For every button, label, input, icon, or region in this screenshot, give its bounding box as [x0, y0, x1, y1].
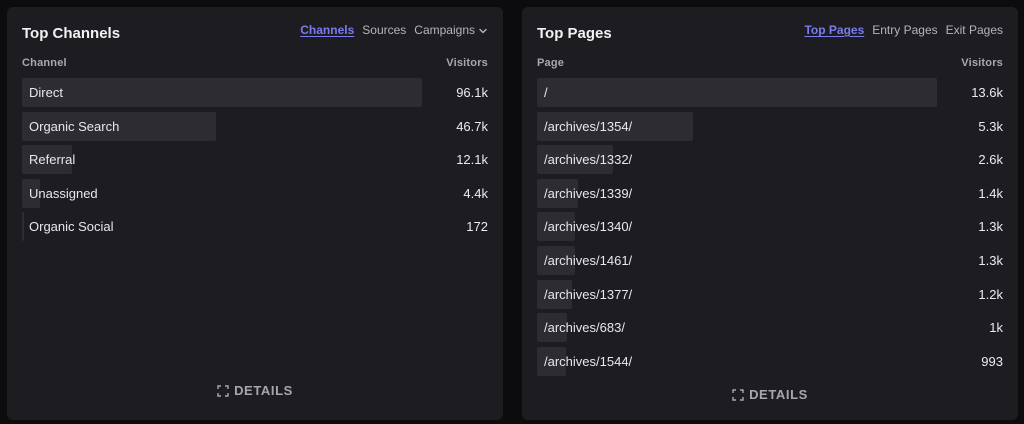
list-item[interactable]: Organic Social 172: [22, 212, 488, 242]
list-item[interactable]: /archives/683/1k: [537, 313, 1003, 343]
visitor-share-bar: [22, 145, 72, 175]
list-item[interactable]: /archives/1332/2.6k: [537, 145, 1003, 175]
row-visitors: 5.3k: [978, 118, 1003, 134]
row-visitors: 993: [981, 353, 1003, 369]
channels-list: Direct 96.1k Organic Search 46.7k Referral 12…: [22, 78, 488, 246]
row-visitors: 1.2k: [978, 286, 1003, 302]
row-visitors: 2.6k: [978, 152, 1003, 168]
visitor-share-bar: [537, 178, 578, 208]
visitor-share-bar: [537, 111, 693, 141]
visitor-share-bar: [22, 178, 40, 208]
list-item[interactable]: Organic Search 46.7k: [22, 111, 488, 141]
visitor-share-bar: [537, 279, 572, 309]
row-label: /archives/1461/: [544, 252, 633, 268]
visitor-share-bar: [537, 212, 575, 242]
tab-campaigns[interactable]: Campaigns: [414, 23, 488, 37]
expand-icon: [217, 384, 229, 397]
column-header-visitors: Visitors: [961, 57, 1003, 69]
row-visitors: 12.1k: [456, 152, 488, 168]
row-label: /archives/1544/: [544, 353, 633, 369]
tab-sources[interactable]: Sources: [362, 23, 407, 37]
details-button[interactable]: DETAILS: [7, 383, 503, 398]
visitor-share-bar: [537, 78, 937, 107]
details-button[interactable]: DETAILS: [522, 387, 1018, 402]
visitor-share-bar: [22, 78, 422, 107]
row-visitors: 46.7k: [456, 118, 488, 134]
details-label: DETAILS: [749, 387, 808, 402]
expand-icon: [732, 388, 744, 401]
list-item[interactable]: /archives/1339/1.4k: [537, 178, 1003, 208]
list-item[interactable]: /archives/1354/5.3k: [537, 111, 1003, 141]
top-pages-card: Top Pages Top Pages Entry Pages Exit Pag…: [522, 7, 1018, 420]
row-visitors: 1k: [989, 320, 1003, 336]
tab-entry-pages[interactable]: Entry Pages: [872, 23, 938, 37]
row-label: Referral: [29, 152, 76, 168]
row-label: Organic Social: [29, 219, 114, 235]
row-visitors: 172: [466, 219, 488, 235]
row-visitors: 1.3k: [978, 252, 1003, 268]
visitor-share-bar: [537, 346, 566, 376]
chevron-down-icon: [479, 28, 487, 34]
visitor-share-bar: [537, 145, 613, 175]
top-channels-card: Top Channels Channels Sources Campaigns …: [7, 7, 503, 420]
details-label: DETAILS: [234, 383, 293, 398]
column-header-channel: Channel: [22, 57, 67, 69]
channels-tabs: Channels Sources Campaigns: [300, 23, 488, 37]
row-label: /: [544, 85, 548, 100]
row-label: /archives/1332/: [544, 152, 633, 168]
list-item[interactable]: /archives/1544/993: [537, 346, 1003, 376]
row-visitors: 1.4k: [978, 185, 1003, 201]
tab-top-pages[interactable]: Top Pages: [804, 23, 865, 37]
row-label: /archives/1340/: [544, 219, 633, 235]
list-item[interactable]: /archives/1461/1.3k: [537, 245, 1003, 275]
pages-list: / 13.6k/archives/1354/5.3k/archives/1332/…: [537, 78, 1003, 380]
card-title: Top Channels: [22, 25, 121, 42]
row-label: /archives/1354/: [544, 118, 633, 134]
visitor-share-bar: [537, 245, 575, 275]
row-label: Organic Search: [29, 118, 120, 134]
visitor-share-bar: [22, 111, 216, 141]
row-label: /archives/683/: [544, 320, 625, 336]
row-label: /archives/1377/: [544, 286, 633, 302]
row-visitors: 1.3k: [978, 219, 1003, 235]
list-item[interactable]: Unassigned 4.4k: [22, 178, 488, 208]
row-label: Direct: [29, 85, 63, 100]
list-item[interactable]: Referral 12.1k: [22, 145, 488, 175]
row-label: Unassigned: [29, 185, 98, 201]
visitor-share-bar: [22, 212, 24, 242]
card-title: Top Pages: [537, 25, 612, 42]
tab-exit-pages[interactable]: Exit Pages: [945, 23, 1003, 37]
row-visitors: 13.6k: [971, 85, 1003, 100]
list-item[interactable]: / 13.6k: [537, 78, 1003, 107]
tab-channels[interactable]: Channels: [300, 23, 355, 37]
column-header-visitors: Visitors: [446, 57, 488, 69]
pages-tabs: Top Pages Entry Pages Exit Pages: [804, 23, 1003, 37]
row-visitors: 4.4k: [463, 185, 488, 201]
list-item[interactable]: /archives/1340/1.3k: [537, 212, 1003, 242]
column-header-page: Page: [537, 57, 565, 69]
list-item[interactable]: /archives/1377/1.2k: [537, 279, 1003, 309]
row-label: /archives/1339/: [544, 185, 633, 201]
list-item[interactable]: Direct 96.1k: [22, 78, 488, 107]
visitor-share-bar: [537, 313, 567, 343]
tab-campaigns-label: Campaigns: [414, 23, 475, 37]
row-visitors: 96.1k: [456, 85, 488, 100]
